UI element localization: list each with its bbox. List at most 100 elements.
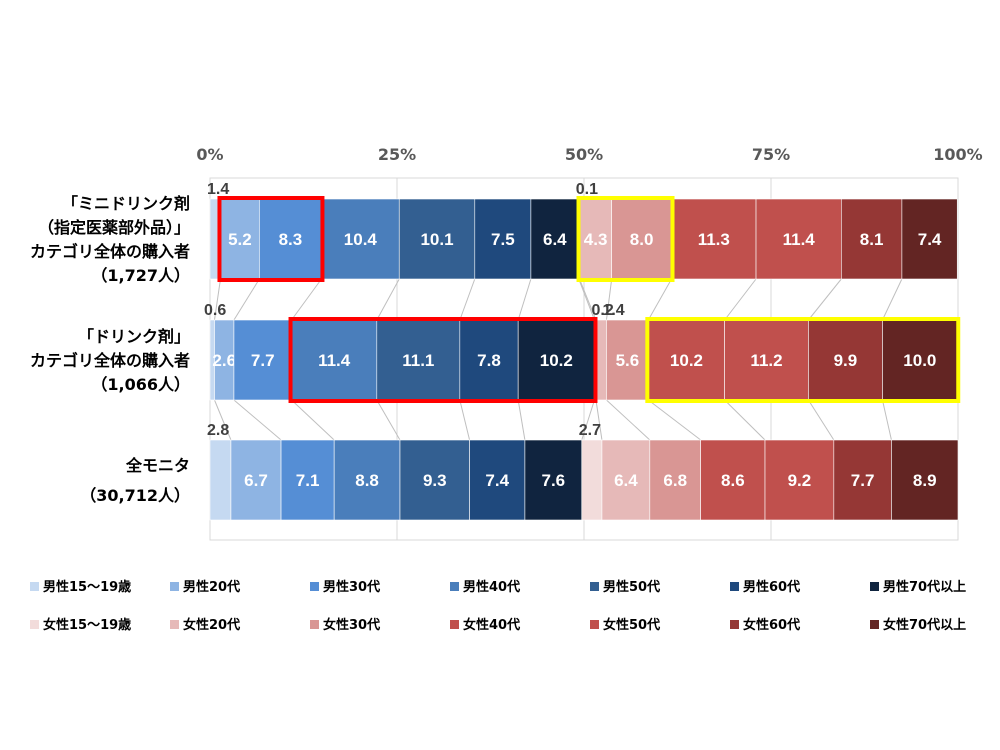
legend-swatch — [30, 582, 39, 591]
bar-segment — [517, 319, 595, 401]
category-label: （指定医薬部外品）」 — [38, 218, 190, 237]
bar-segment — [606, 319, 649, 401]
legend-item: 男性30代 — [310, 579, 380, 595]
legend-item: 男性60代 — [730, 579, 800, 595]
bar-group-1: 0.6 2.6 7.7 11.4 11.1 7.8 10.2 0.21.4 5.6 10.2 11.… — [204, 302, 958, 401]
x-tick-label: 50% — [565, 145, 603, 164]
data-label: 11.4 — [318, 351, 351, 370]
data-label: 8.8 — [355, 471, 379, 490]
data-label: 7.5 — [491, 230, 515, 249]
legend-swatch — [730, 620, 739, 629]
bar-segment — [671, 198, 757, 280]
x-tick-label: 0% — [196, 145, 223, 164]
legend-label: 女性50代 — [603, 617, 660, 633]
bar-segment — [333, 439, 401, 521]
x-tick-label: 25% — [378, 145, 416, 164]
category-label: （1,066人） — [91, 375, 190, 394]
legend-label: 男性40代 — [463, 579, 520, 595]
series-line — [724, 399, 766, 441]
bar-segment — [901, 198, 958, 280]
highlight-box — [576, 196, 675, 282]
legend-label: 女性40代 — [463, 617, 520, 633]
series-line — [291, 399, 335, 441]
bar-segment — [595, 319, 607, 401]
series-line — [807, 399, 835, 441]
data-label: 11.4 — [783, 230, 816, 249]
legend-swatch — [450, 620, 459, 629]
data-label: 8.6 — [721, 471, 745, 490]
legend-item: 男性40代 — [450, 579, 520, 595]
data-label: 10.1 — [420, 230, 453, 249]
highlight-box — [288, 317, 598, 403]
series-line — [517, 278, 532, 321]
legend-label: 男性20代 — [183, 579, 240, 595]
series-line — [579, 278, 597, 321]
legend-swatch — [30, 620, 39, 629]
series-line — [291, 278, 322, 321]
series-line — [233, 278, 260, 321]
bar-segment — [291, 319, 378, 401]
data-label: 7.7 — [251, 351, 275, 370]
bar-segment — [398, 198, 476, 280]
legend-swatch — [170, 582, 179, 591]
legend-item: 女性20代 — [170, 617, 240, 633]
bar-segment — [530, 198, 580, 280]
bar-segment — [649, 439, 701, 521]
category-label: （30,712人） — [80, 486, 190, 505]
series-line — [376, 399, 401, 441]
bar-segment — [648, 319, 725, 401]
legend-item: 男性20代 — [170, 579, 240, 595]
series-line — [213, 278, 221, 321]
series-line — [581, 399, 595, 441]
data-label: 10.0 — [903, 351, 936, 370]
data-label: 11.1 — [402, 351, 434, 370]
data-label: 8.9 — [913, 471, 937, 490]
legend-item: 女性60代 — [730, 617, 800, 633]
data-label: 1.4 — [207, 181, 229, 198]
data-label: 7.7 — [851, 471, 875, 490]
data-label: 10.2 — [670, 351, 703, 370]
bar-segment — [459, 319, 519, 401]
legend-label: 女性70代以上 — [883, 617, 966, 633]
bar-segment — [280, 439, 335, 521]
data-label: 9.9 — [834, 351, 858, 370]
data-label: 1.4 — [602, 302, 624, 319]
data-label: 10.2 — [540, 351, 573, 370]
series-line — [648, 399, 701, 441]
bar-segment — [474, 198, 532, 280]
data-label: 7.8 — [477, 351, 501, 370]
legend-label: 男性60代 — [743, 579, 800, 595]
series-line — [376, 278, 400, 321]
legend-swatch — [590, 582, 599, 591]
legend-item: 女性40代 — [450, 617, 520, 633]
series-line — [606, 399, 651, 441]
series-line — [724, 278, 757, 321]
series-line — [808, 278, 842, 321]
x-tick-label: 100% — [933, 145, 982, 164]
category-label: 全モニタ — [125, 456, 190, 475]
series-line — [595, 399, 603, 441]
legend-swatch — [590, 620, 599, 629]
legend-swatch — [170, 620, 179, 629]
bar-segment — [891, 439, 959, 521]
data-label: 7.1 — [296, 471, 320, 490]
series-line — [459, 399, 471, 441]
series-line — [605, 278, 613, 321]
bar-segment — [581, 439, 603, 521]
data-label: 6.7 — [244, 471, 268, 490]
bar-segment — [376, 319, 461, 401]
legend-item: 女性15～19歳 — [30, 617, 131, 633]
bar-segment — [209, 439, 232, 521]
bar-segment — [841, 198, 903, 280]
data-label: 11.3 — [698, 230, 730, 249]
legend-item: 男性70代以上 — [870, 579, 966, 595]
x-tick-label: 75% — [752, 145, 790, 164]
bar-segment — [882, 319, 958, 401]
legend-label: 男性30代 — [323, 579, 380, 595]
data-label: 7.4 — [918, 230, 942, 249]
legend-label: 女性15～19歳 — [43, 617, 131, 633]
data-label: 6.4 — [614, 471, 638, 490]
legend-swatch — [310, 620, 319, 629]
series-line — [882, 278, 903, 321]
legend-swatch — [310, 582, 319, 591]
